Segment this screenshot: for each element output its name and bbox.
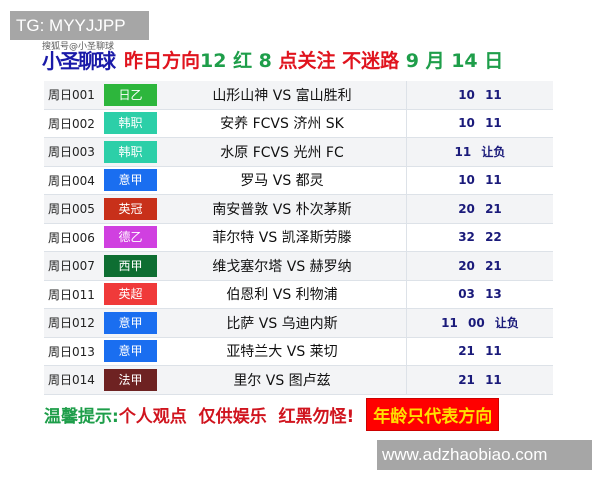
match-id: 周日004 — [44, 166, 104, 195]
table-row: 周日003 韩职 水原 FCVS 光州 FC 11 让负 — [44, 137, 553, 167]
tip-text: 个人观点 仅供娱乐 红黑勿怪! — [118, 407, 355, 427]
match-result: 11 让负 — [406, 137, 553, 167]
match-result: 11 00 让负 — [406, 308, 553, 338]
tip-label: 温馨提示: — [44, 407, 119, 427]
match-result: 10 11 — [406, 109, 553, 138]
match-result: 20 21 — [406, 194, 553, 224]
match-id: 周日013 — [44, 337, 104, 366]
match-result: 32 22 — [406, 223, 553, 252]
match-teams: 南安普敦 VS 朴次茅斯 — [158, 194, 407, 224]
match-teams: 水原 FCVS 光州 FC — [158, 137, 407, 167]
table-row: 周日011 英超 伯恩利 VS 利物浦 03 13 — [44, 280, 553, 309]
headline-part3: 点关注 不迷路 — [271, 49, 406, 72]
match-id: 周日002 — [44, 109, 104, 138]
match-id: 周日006 — [44, 223, 104, 252]
logo: 搜狐号@小圣聊球 小圣聊球 — [42, 42, 116, 74]
headline-record: 12 红 8 — [200, 49, 272, 72]
match-result: 20 21 — [406, 251, 553, 281]
match-teams: 维戈塞尔塔 VS 赫罗纳 — [158, 251, 407, 281]
table-row: 周日005 英冠 南安普敦 VS 朴次茅斯 20 21 — [44, 194, 553, 224]
league-badge: 意甲 — [104, 311, 157, 334]
league-badge: 英冠 — [104, 197, 157, 220]
table-row: 周日012 意甲 比萨 VS 乌迪内斯 11 00 让负 — [44, 308, 553, 338]
match-id: 周日001 — [44, 81, 104, 110]
header: 搜狐号@小圣聊球 小圣聊球 昨日方向 12 红 8 点关注 不迷路 9 月 14… — [42, 42, 504, 74]
match-result: 10 11 — [406, 166, 553, 195]
match-id: 周日014 — [44, 365, 104, 395]
footer: 温馨提示: 个人观点 仅供娱乐 红黑勿怪! 年龄只代表方向 — [44, 398, 500, 431]
match-id: 周日011 — [44, 280, 104, 309]
table-row: 周日004 意甲 罗马 VS 都灵 10 11 — [44, 166, 553, 195]
table-row: 周日013 意甲 亚特兰大 VS 莱切 21 11 — [44, 337, 553, 366]
match-teams: 亚特兰大 VS 莱切 — [158, 337, 407, 366]
league-badge: 英超 — [104, 283, 157, 306]
league-badge: 法甲 — [104, 368, 157, 391]
table-row: 周日001 日乙 山形山神 VS 富山胜利 10 11 — [44, 81, 553, 110]
match-id: 周日007 — [44, 251, 104, 281]
league-badge: 意甲 — [104, 340, 157, 363]
watermark-bottom: www.adzhaobiao.com — [377, 440, 592, 470]
logo-overlay: 搜狐号@小圣聊球 — [42, 41, 115, 52]
match-teams: 罗马 VS 都灵 — [158, 166, 407, 195]
headline-part1: 昨日方向 — [124, 49, 201, 72]
match-result: 21 11 — [406, 337, 553, 366]
match-id: 周日012 — [44, 308, 104, 338]
league-badge: 西甲 — [104, 254, 157, 277]
watermark-top: TG: MYYJJPP — [10, 11, 149, 40]
match-id: 周日003 — [44, 137, 104, 167]
match-id: 周日005 — [44, 194, 104, 224]
match-result: 03 13 — [406, 280, 553, 309]
match-teams: 菲尔特 VS 凯泽斯劳滕 — [158, 223, 407, 252]
match-result: 21 11 — [406, 365, 553, 395]
table-row: 周日007 西甲 维戈塞尔塔 VS 赫罗纳 20 21 — [44, 251, 553, 281]
table-row: 周日006 德乙 菲尔特 VS 凯泽斯劳滕 32 22 — [44, 223, 553, 252]
match-result: 10 11 — [406, 81, 553, 110]
table-row: 周日014 法甲 里尔 VS 图卢兹 21 11 — [44, 365, 553, 395]
match-teams: 安养 FCVS 济州 SK — [158, 109, 407, 138]
direction-badge: 年龄只代表方向 — [366, 398, 500, 431]
match-teams: 比萨 VS 乌迪内斯 — [158, 308, 407, 338]
league-badge: 日乙 — [104, 83, 157, 106]
league-badge: 韩职 — [104, 112, 157, 135]
league-badge: 韩职 — [104, 140, 157, 163]
match-table: 周日001 日乙 山形山神 VS 富山胜利 10 11 周日002 韩职 安养 F… — [44, 81, 553, 395]
league-badge: 意甲 — [104, 169, 157, 192]
match-teams: 山形山神 VS 富山胜利 — [158, 81, 407, 110]
logo-text: 小圣聊球 — [42, 48, 116, 73]
match-teams: 里尔 VS 图卢兹 — [158, 365, 407, 395]
headline-date: 9 月 14 日 — [405, 49, 504, 72]
match-teams: 伯恩利 VS 利物浦 — [158, 280, 407, 309]
league-badge: 德乙 — [104, 226, 157, 249]
table-row: 周日002 韩职 安养 FCVS 济州 SK 10 11 — [44, 109, 553, 138]
